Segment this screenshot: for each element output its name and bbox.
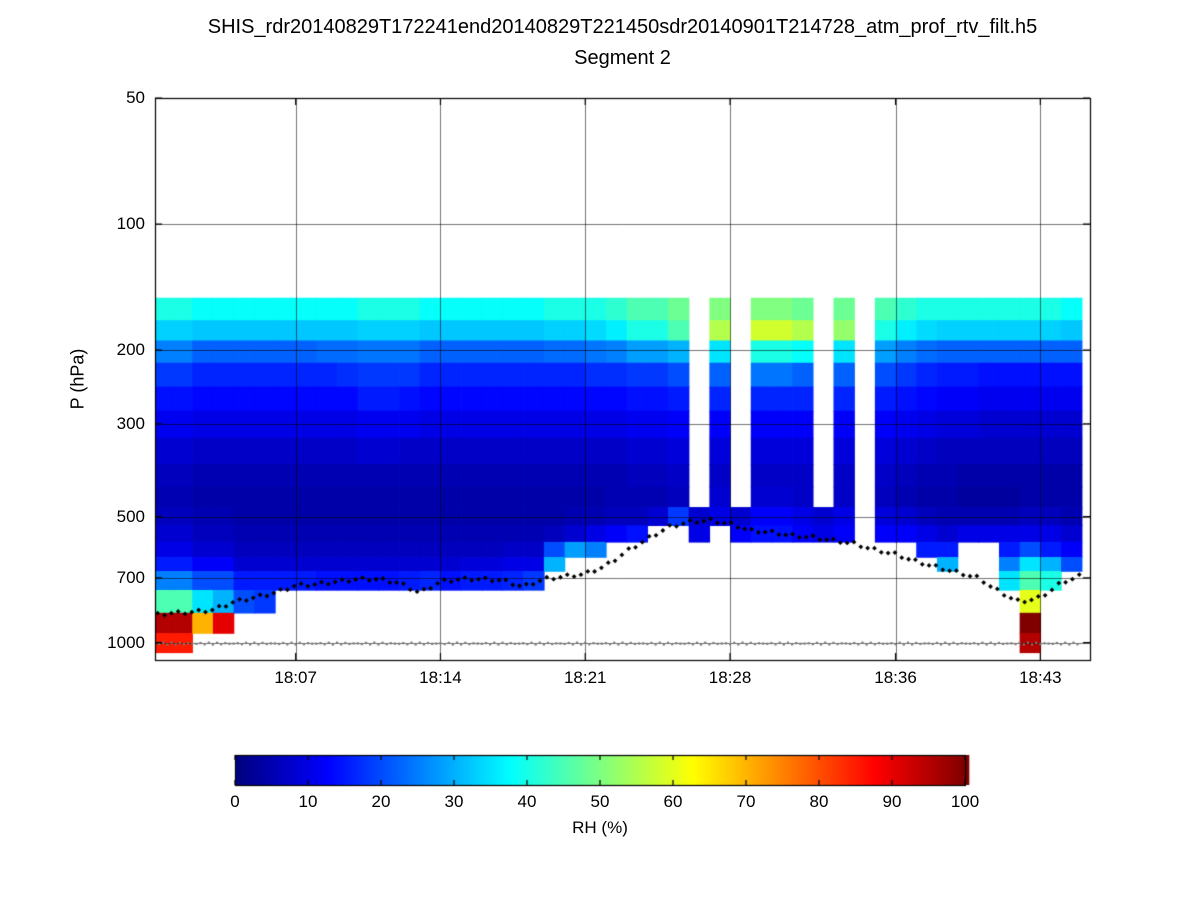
colorbar-tick-label: 60 [663,792,683,811]
y-tick-label: 1000 [107,632,145,652]
x-tick-label: 18:14 [419,668,462,687]
colorbar-tick-label: 10 [298,792,318,811]
y-tick-label: 200 [116,340,145,360]
colorbar-tick-label: 0 [230,792,240,811]
x-tick-label: 18:28 [708,668,752,687]
x-tick-label: 18:43 [1019,668,1062,687]
y-tick-label: 300 [116,413,145,433]
y-tick-label: 100 [116,214,145,234]
colorbar-tick-label: 40 [517,792,537,811]
figure-subtitle: Segment 2 [574,47,671,69]
colorbar-tick-label: 90 [882,792,902,811]
colorbar-tick-label: 30 [444,792,464,811]
colorbar-tick-label: 20 [371,792,391,811]
colorbar-label: RH (%) [572,818,628,837]
x-tick-label: 18:07 [274,668,317,687]
x-tick-label: 18:21 [563,668,607,687]
colorbar-tick-label: 50 [590,792,610,811]
colorbar-tick-label: 100 [950,792,980,811]
y-tick-label: 500 [116,506,145,526]
colorbar-tick-label: 80 [809,792,829,811]
colorbar-tick-label: 70 [736,792,756,811]
figure-title: SHIS_rdr20140829T172241end20140829T22145… [207,16,1038,38]
y-tick-label: 50 [126,88,145,107]
y-tick-label: 700 [116,567,145,587]
x-tick-label: 18:36 [874,668,917,687]
